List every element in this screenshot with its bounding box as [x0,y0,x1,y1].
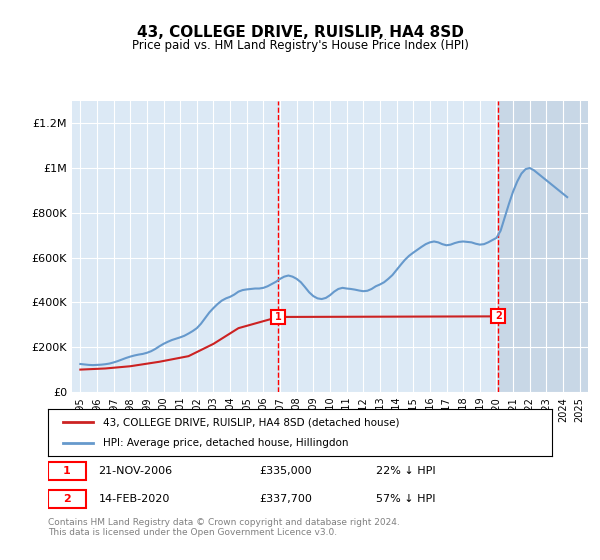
FancyBboxPatch shape [48,489,86,507]
Text: £337,700: £337,700 [260,493,313,503]
Bar [499,101,588,392]
Text: 14-FEB-2020: 14-FEB-2020 [98,493,170,503]
Text: 1: 1 [275,312,282,322]
Text: 22% ↓ HPI: 22% ↓ HPI [376,466,435,476]
Text: Contains HM Land Registry data © Crown copyright and database right 2024.
This d: Contains HM Land Registry data © Crown c… [48,518,400,538]
Text: £335,000: £335,000 [260,466,313,476]
Text: HPI: Average price, detached house, Hillingdon: HPI: Average price, detached house, Hill… [103,438,349,448]
Text: 2: 2 [63,493,71,503]
Text: 43, COLLEGE DRIVE, RUISLIP, HA4 8SD (detached house): 43, COLLEGE DRIVE, RUISLIP, HA4 8SD (det… [103,417,400,427]
Text: Price paid vs. HM Land Registry's House Price Index (HPI): Price paid vs. HM Land Registry's House … [131,39,469,52]
FancyBboxPatch shape [48,462,86,480]
Text: 1: 1 [63,466,71,476]
Text: 43, COLLEGE DRIVE, RUISLIP, HA4 8SD: 43, COLLEGE DRIVE, RUISLIP, HA4 8SD [137,25,463,40]
Text: 21-NOV-2006: 21-NOV-2006 [98,466,173,476]
Text: 57% ↓ HPI: 57% ↓ HPI [376,493,435,503]
Text: 2: 2 [495,311,502,321]
